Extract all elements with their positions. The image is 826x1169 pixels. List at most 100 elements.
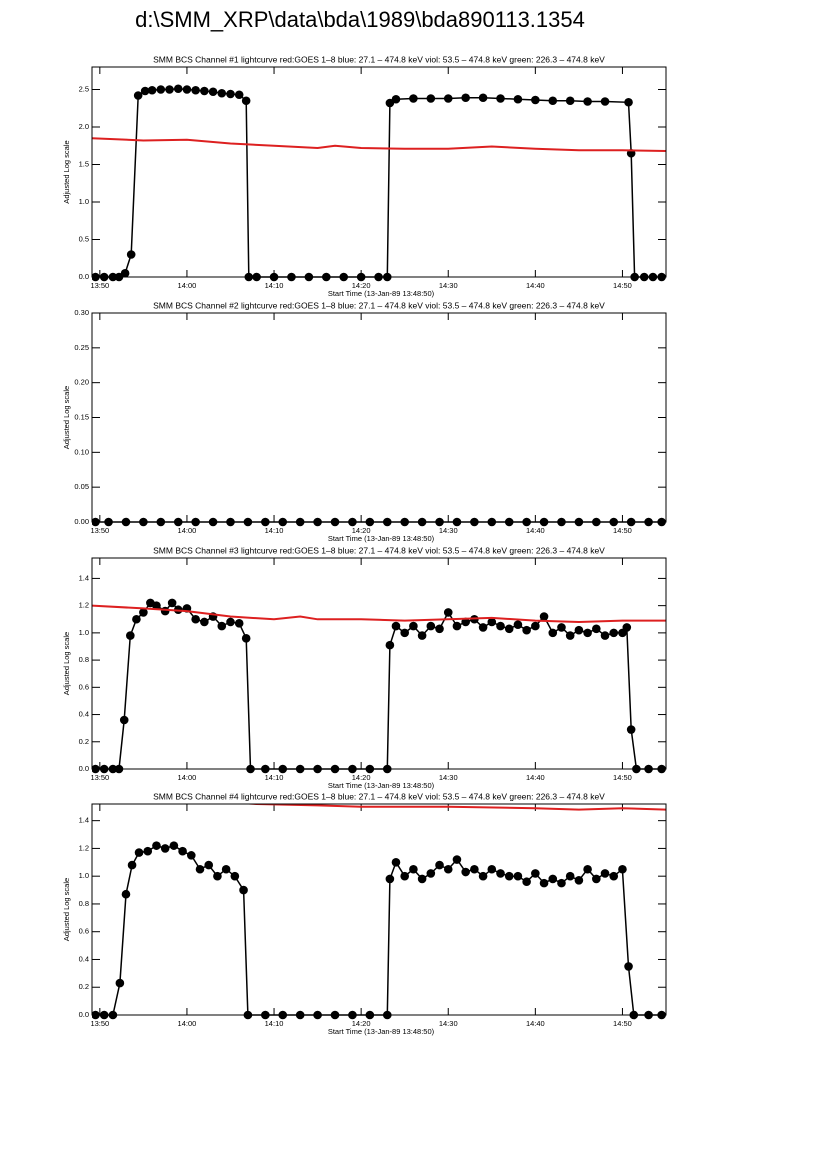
data-point (217, 621, 227, 631)
data-point (435, 860, 444, 870)
data-point (622, 623, 632, 632)
x-tick-label: 13:50 (90, 281, 109, 290)
data-point (531, 621, 540, 631)
panel: SMM BCS Channel #3 lightcurve red:GOES 1… (62, 545, 667, 790)
data-point (186, 851, 196, 860)
y-tick-label: 0.4 (79, 954, 89, 963)
data-point (626, 725, 636, 734)
data-point (478, 623, 488, 632)
plot-frame (91, 803, 667, 1016)
data-point (115, 978, 125, 988)
data-point (513, 94, 523, 104)
x-tick-label: 13:50 (90, 526, 109, 535)
data-point (592, 624, 601, 634)
data-point (234, 619, 244, 628)
data-point (583, 628, 592, 638)
y-tick-label: 0.20 (74, 378, 89, 387)
data-point (391, 621, 401, 631)
y-tick-label: 0.6 (79, 682, 89, 691)
panel-title: SMM BCS Channel #4 lightcurve red:GOES 1… (153, 791, 605, 801)
data-point (513, 620, 523, 630)
data-point (121, 889, 131, 899)
x-tick-label: 14:10 (265, 526, 284, 535)
data-point (426, 621, 436, 631)
data-point (391, 858, 401, 867)
plot-frame (91, 66, 667, 278)
data-point (134, 848, 144, 857)
x-tick-label: 14:40 (526, 526, 545, 535)
data-point (592, 874, 601, 884)
y-tick-label: 0.30 (74, 308, 89, 317)
y-tick-label: 0.6 (79, 927, 89, 936)
data-point (531, 95, 540, 105)
x-tick-label: 14:10 (265, 1019, 284, 1028)
y-tick-label: 0.15 (74, 412, 89, 421)
x-tick-label: 13:50 (90, 1019, 109, 1028)
data-point (167, 598, 177, 608)
data-point (385, 640, 395, 650)
data-point (487, 617, 497, 627)
panel: SMM BCS Channel #4 lightcurve red:GOES 1… (62, 791, 667, 1036)
data-point (200, 86, 209, 96)
panel: SMM BCS Channel #1 lightcurve red:GOES 1… (62, 54, 667, 298)
plot-frame (91, 557, 667, 770)
y-axis-label: Adjusted Log scale (62, 386, 71, 449)
y-tick-label: 0.8 (79, 655, 89, 664)
y-tick-label: 0.05 (74, 482, 89, 491)
data-point (452, 855, 462, 864)
data-point (624, 97, 633, 107)
data-point (600, 869, 610, 878)
data-point (200, 617, 209, 627)
data-point (173, 84, 183, 94)
data-point (178, 846, 187, 856)
data-point (478, 871, 488, 881)
data-point (417, 631, 427, 640)
data-point (548, 96, 558, 106)
data-point (126, 631, 135, 640)
data-point (208, 87, 218, 97)
data-point (385, 874, 395, 884)
y-tick-label: 1.5 (79, 159, 89, 168)
x-tick-label: 14:40 (526, 773, 545, 782)
y-tick-label: 1.2 (79, 843, 89, 852)
plot-frame (91, 312, 667, 523)
data-point (557, 878, 566, 888)
data-point (191, 614, 200, 624)
y-tick-label: 2.0 (79, 122, 89, 131)
data-point (140, 86, 150, 96)
data-point (504, 624, 514, 634)
x-tick-label: 14:50 (613, 526, 632, 535)
x-tick-label: 14:30 (439, 1019, 458, 1028)
data-point (574, 625, 584, 635)
data-point (160, 606, 170, 616)
x-tick-label: 14:00 (178, 773, 197, 782)
data-point (574, 876, 584, 885)
data-point (583, 97, 592, 106)
y-tick-label: 0.0 (79, 1010, 89, 1019)
data-point (478, 93, 488, 103)
x-tick-label: 14:00 (178, 1019, 197, 1028)
y-axis-label: Adjusted Log scale (62, 878, 71, 941)
y-axis-label: Adjusted Log scale (62, 140, 71, 203)
data-point (400, 628, 409, 638)
data-point (426, 94, 436, 103)
x-axis-label: Start Time (13-Jan-89 13:48:50) (328, 534, 435, 543)
y-tick-label: 1.4 (79, 816, 89, 825)
panel-title: SMM BCS Channel #1 lightcurve red:GOES 1… (153, 54, 605, 64)
data-point (461, 867, 470, 877)
y-tick-label: 0.4 (79, 710, 89, 719)
data-point (226, 89, 235, 99)
data-point (143, 846, 153, 856)
data-point (487, 864, 497, 874)
x-tick-label: 14:50 (613, 773, 632, 782)
data-point (409, 864, 418, 874)
x-tick-label: 14:20 (352, 773, 371, 782)
data-point (126, 250, 136, 259)
data-point (152, 841, 161, 850)
y-tick-label: 0.0 (79, 272, 89, 281)
data-point (461, 93, 470, 103)
page-title: d:\SMM_XRP\data\bda\1989\bda890113.1354 (135, 7, 585, 32)
data-point (522, 877, 531, 887)
plot-area (92, 804, 666, 1020)
data-point (182, 85, 192, 94)
